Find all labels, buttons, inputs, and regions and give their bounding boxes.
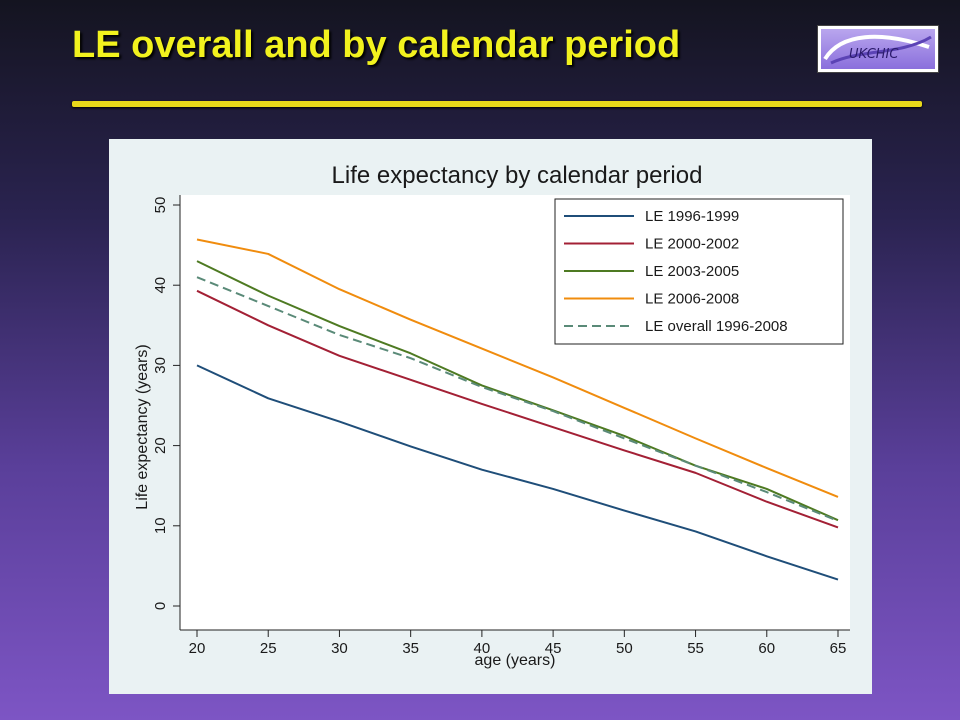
slide-title: LE overall and by calendar period <box>72 24 681 66</box>
series-layer <box>196 238 839 581</box>
chart-panel: Life expectancy by calendar period 0 10 20… <box>109 139 872 694</box>
y-tick-label: 0 <box>152 602 169 610</box>
y-tick-label: 10 <box>152 517 169 534</box>
series-line <box>196 260 839 522</box>
series-line <box>196 289 839 529</box>
y-tick-label: 30 <box>152 357 169 374</box>
legend: LE 1996-1999 LE 2000-2002 LE 2003-2005 LE 2… <box>554 198 844 345</box>
y-axis-label: Life expectancy (years) <box>134 344 151 509</box>
y-tick-label: 50 <box>152 197 169 214</box>
series-line <box>196 364 839 581</box>
legend-label: LE overall 1996-2008 <box>645 318 788 335</box>
x-tick-label: 30 <box>331 640 348 657</box>
logo-swoosh-icon <box>823 34 932 65</box>
axes: 0 10 20 30 40 50 20 25 30 35 40 45 50 55 60 65 <box>152 195 850 657</box>
ukchic-logo: UKCHIC <box>817 25 939 73</box>
series-line <box>196 238 839 498</box>
x-tick-label: 55 <box>687 640 704 657</box>
x-tick-label: 50 <box>616 640 633 657</box>
x-tick-label: 25 <box>260 640 277 657</box>
x-axis-label: age (years) <box>475 652 556 669</box>
y-tick-label: 20 <box>152 437 169 454</box>
x-tick-label: 40 <box>474 640 491 657</box>
logo-background: UKCHIC <box>821 29 935 69</box>
title-underline <box>72 101 922 107</box>
series-line <box>196 276 839 522</box>
logo-text: UKCHIC <box>849 47 899 62</box>
chart-title: Life expectancy by calendar period <box>332 162 703 189</box>
y-tick-label: 40 <box>152 277 169 294</box>
legend-label: LE 1996-1999 <box>645 208 739 225</box>
legend-label: LE 2003-2005 <box>645 263 739 280</box>
x-tick-label: 20 <box>189 640 206 657</box>
life-expectancy-chart: Life expectancy by calendar period 0 10 20… <box>134 162 850 669</box>
legend-label: LE 2000-2002 <box>645 236 739 253</box>
x-tick-label: 45 <box>545 640 562 657</box>
x-tick-label: 60 <box>758 640 775 657</box>
x-tick-label: 65 <box>830 640 847 657</box>
x-tick-label: 35 <box>402 640 419 657</box>
legend-label: LE 2006-2008 <box>645 291 739 308</box>
